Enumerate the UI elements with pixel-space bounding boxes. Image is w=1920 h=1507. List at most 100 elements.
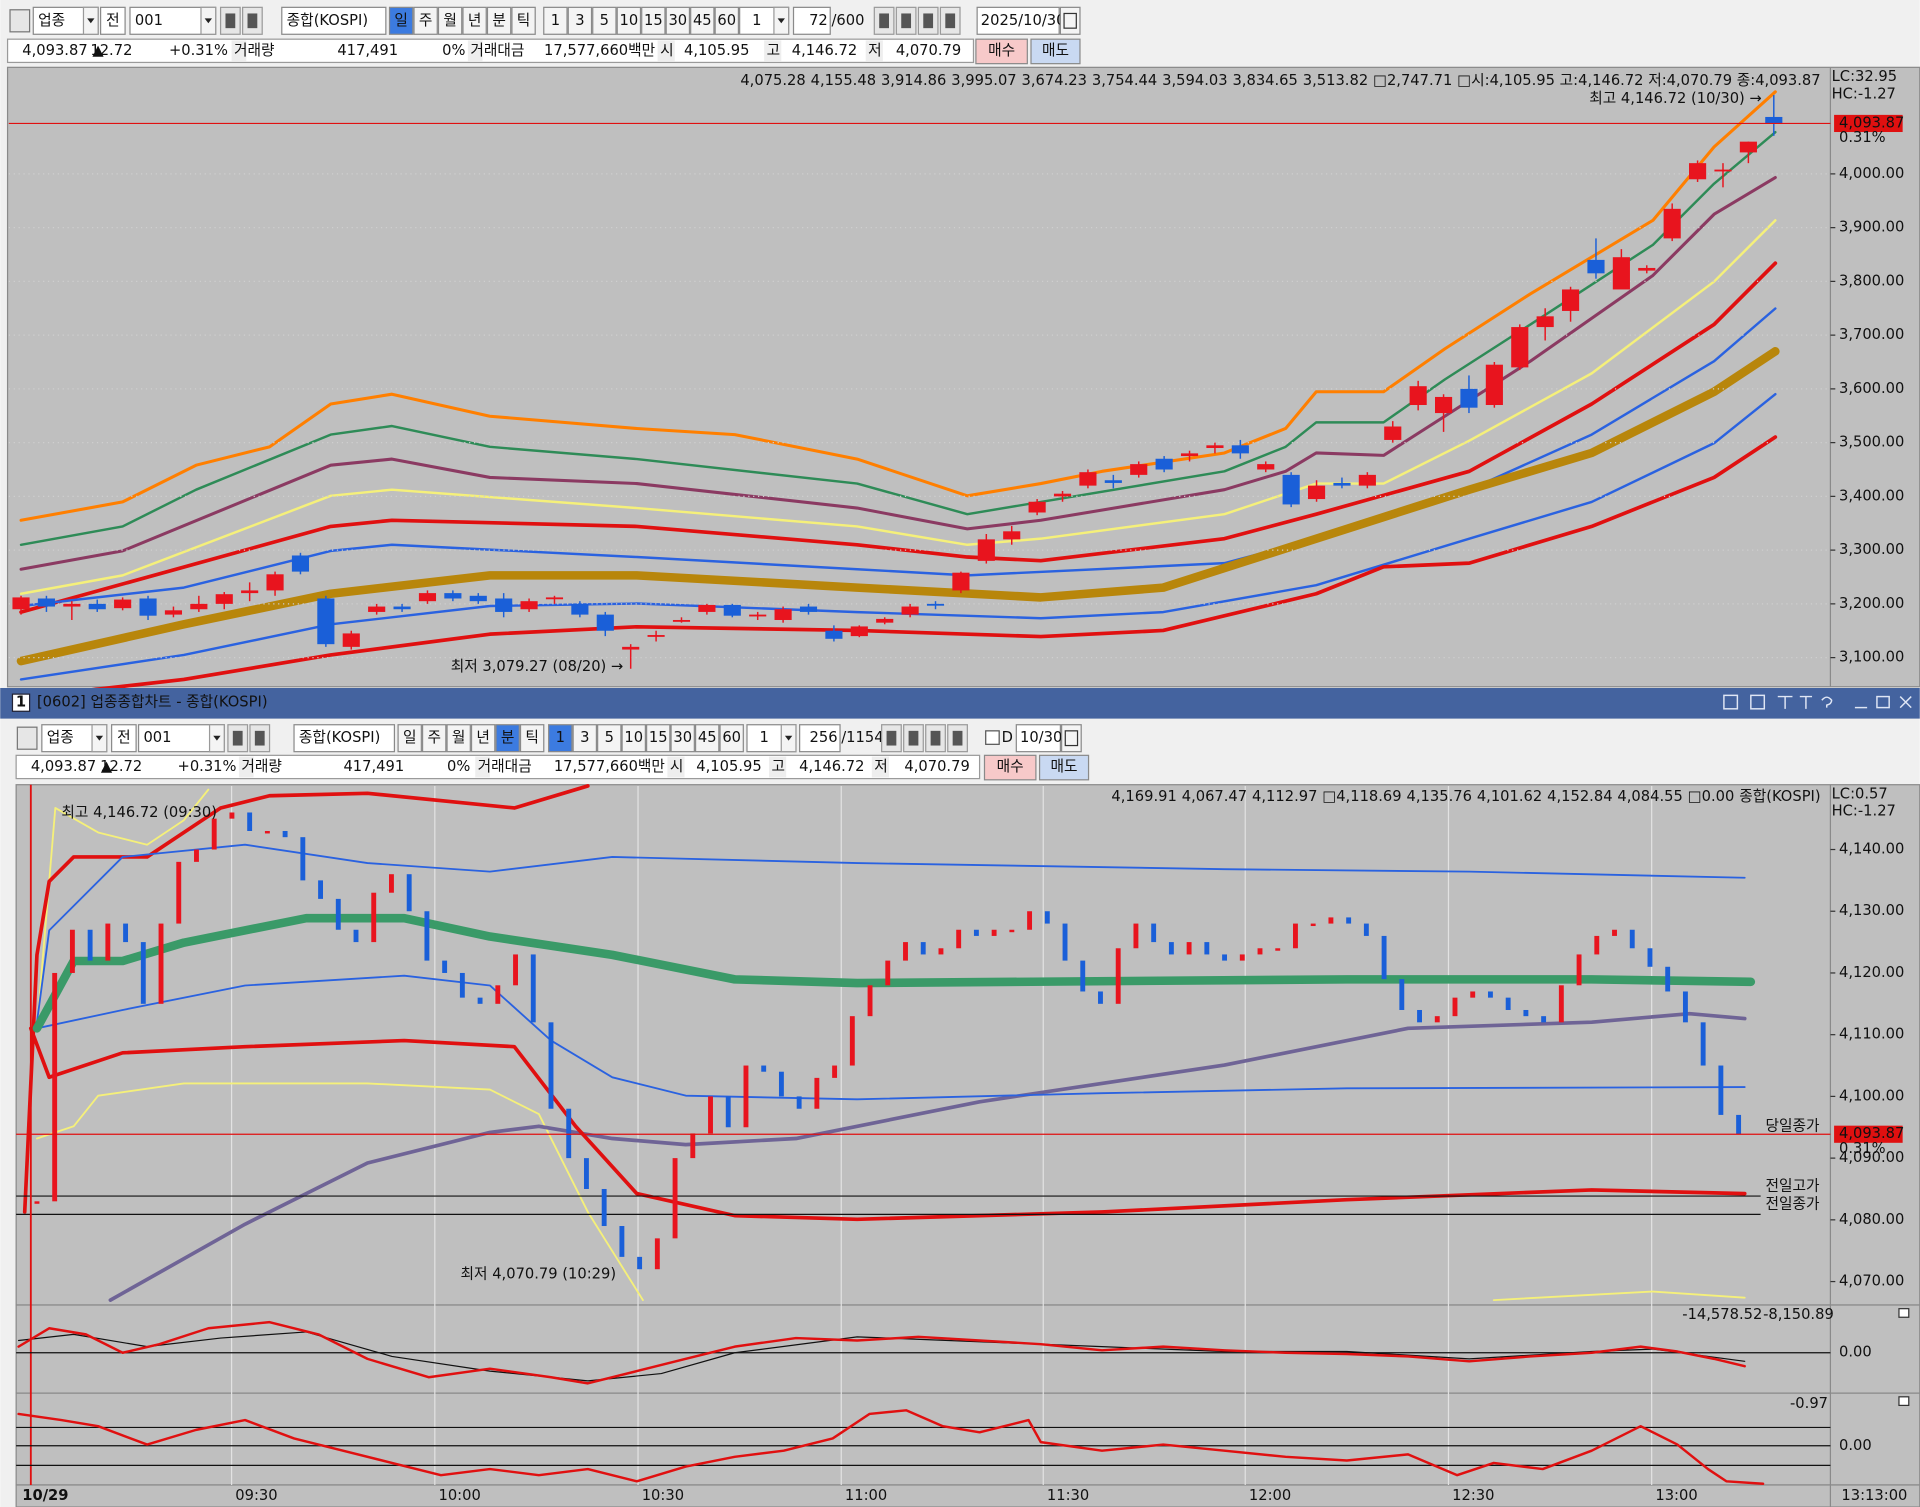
interval-button[interactable] xyxy=(665,6,691,35)
interval-button[interactable] xyxy=(592,6,617,35)
sell-button[interactable] xyxy=(1038,754,1090,781)
buy-button[interactable] xyxy=(983,754,1037,781)
control-icon[interactable] xyxy=(1750,694,1766,710)
interval-button[interactable] xyxy=(719,724,744,753)
interval-button[interactable] xyxy=(567,6,593,35)
interval-button[interactable] xyxy=(641,6,666,35)
candle-body xyxy=(825,630,843,639)
y-tick-label: 3,800.00 xyxy=(1839,272,1904,289)
dropdown-arrow xyxy=(87,18,95,24)
lc-label: LC:0.57 xyxy=(1832,786,1888,803)
price-bar xyxy=(938,948,944,955)
price-bar xyxy=(1718,1065,1724,1115)
price-bar xyxy=(1009,929,1015,933)
window-controls[interactable] xyxy=(1723,694,1912,710)
interval-label: 45 xyxy=(698,729,717,746)
period-button[interactable] xyxy=(446,724,471,753)
interval-button[interactable] xyxy=(670,724,695,753)
y-tick-label: 4,130.00 xyxy=(1839,902,1904,919)
buy-button[interactable] xyxy=(975,38,1028,65)
period-button[interactable] xyxy=(388,6,414,35)
candle-body xyxy=(545,597,564,600)
candle-body xyxy=(63,603,81,607)
period-button[interactable] xyxy=(486,6,512,35)
name-field[interactable] xyxy=(293,724,396,753)
count-field[interactable] xyxy=(792,6,831,35)
interval-button[interactable] xyxy=(690,6,715,35)
legend-entry: 4,112.97 xyxy=(1252,788,1317,805)
calendar-button[interactable] xyxy=(1059,6,1081,35)
name-field[interactable] xyxy=(281,6,387,35)
period-label: 주 xyxy=(419,12,433,29)
period-button[interactable] xyxy=(470,724,496,753)
period-button[interactable] xyxy=(397,724,422,753)
band-line xyxy=(36,788,210,1030)
toolbar-icon[interactable] xyxy=(9,9,31,33)
candle-body xyxy=(1003,531,1021,540)
candle-body xyxy=(342,633,360,647)
interval-button[interactable] xyxy=(616,6,642,35)
time-label: 11:30 xyxy=(1047,1487,1089,1504)
control-icon[interactable] xyxy=(1821,696,1833,708)
control-icon[interactable] xyxy=(1723,694,1739,710)
period-button[interactable] xyxy=(511,6,536,35)
panel-toggle[interactable] xyxy=(1898,1396,1910,1407)
sell-button[interactable] xyxy=(1030,38,1081,65)
panel-toggle[interactable] xyxy=(1898,1308,1910,1318)
price-bar xyxy=(1115,948,1121,1004)
period-button[interactable] xyxy=(462,6,487,35)
period-button[interactable] xyxy=(495,724,520,753)
interval-button[interactable] xyxy=(645,724,671,753)
period-button[interactable] xyxy=(413,6,438,35)
quote-label-cell xyxy=(231,40,247,62)
price-bar xyxy=(69,929,75,973)
legend-entry: 3,754.44 xyxy=(1092,72,1157,89)
date-field[interactable] xyxy=(976,6,1060,35)
toolbar-icon[interactable] xyxy=(16,726,38,750)
prev-button: 전 xyxy=(117,729,131,746)
price-bar xyxy=(530,954,536,1023)
button[interactable] xyxy=(111,724,137,753)
date-field[interactable] xyxy=(1015,724,1061,753)
interval-button[interactable] xyxy=(694,724,720,753)
price-bar xyxy=(34,1201,40,1204)
count-field[interactable] xyxy=(799,724,841,753)
checkbox[interactable] xyxy=(985,730,1000,745)
price-bar xyxy=(903,942,908,961)
price-bar xyxy=(123,923,129,943)
button[interactable] xyxy=(99,6,126,35)
interval-button[interactable] xyxy=(572,724,598,753)
tool-icon-glyph xyxy=(254,730,265,746)
hc-label: HC:-1.27 xyxy=(1832,85,1896,102)
control-icon[interactable] xyxy=(1799,695,1813,709)
quote-label-cell xyxy=(657,40,675,62)
prev-close-label: 전일종가 xyxy=(1766,1196,1821,1213)
period-button[interactable] xyxy=(519,724,545,753)
legend-entry: 3,995.07 xyxy=(951,72,1016,89)
price-bar xyxy=(654,1238,660,1270)
control-icon[interactable] xyxy=(1777,695,1793,709)
close[interactable] xyxy=(1899,696,1912,709)
multiplier: 1 xyxy=(759,729,768,746)
date: 2025/10/30 xyxy=(981,12,1066,29)
time-label: 13:00 xyxy=(1655,1487,1697,1504)
period-button[interactable] xyxy=(437,6,463,35)
price-bar xyxy=(389,874,394,893)
price-bar xyxy=(1186,942,1192,955)
period-button[interactable] xyxy=(421,724,447,753)
interval-button[interactable] xyxy=(621,724,646,753)
price-bar xyxy=(194,849,199,862)
interval-button[interactable] xyxy=(548,724,573,753)
interval-label: 1 xyxy=(551,12,560,29)
interval-button[interactable] xyxy=(543,6,568,35)
interval-button[interactable] xyxy=(597,724,622,753)
calendar-button[interactable] xyxy=(1060,724,1082,753)
price-bar xyxy=(814,1077,820,1109)
price-bar xyxy=(1558,985,1564,1023)
y-tick-label: 4,100.00 xyxy=(1839,1087,1904,1104)
price-bar xyxy=(406,874,412,912)
maximize[interactable] xyxy=(1876,695,1890,709)
candle-body xyxy=(241,590,259,594)
interval-button[interactable] xyxy=(714,6,740,35)
candle-body xyxy=(368,606,386,612)
